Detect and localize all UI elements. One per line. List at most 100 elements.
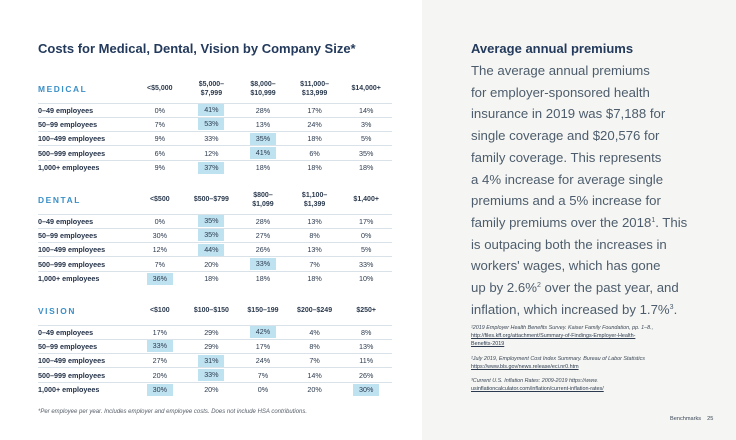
source-link[interactable]: http://files.kff.org/attachment/Summary-… bbox=[471, 333, 636, 340]
table-cell: 5% bbox=[340, 131, 392, 146]
table-cell: 13% bbox=[340, 338, 392, 354]
body-text: . This bbox=[655, 214, 688, 230]
highlighted-cell: 33% bbox=[185, 367, 238, 383]
highlighted-cell: 35% bbox=[185, 213, 238, 229]
highlighted-cell: 33% bbox=[237, 256, 289, 272]
highlighted-cell: 44% bbox=[185, 242, 238, 257]
highlighted-cell: 31% bbox=[185, 353, 238, 368]
table-header-row: VISION <$100 $100–$150 $150–199 $200–$249 $25… bbox=[38, 297, 392, 325]
table-cell: 12% bbox=[134, 242, 186, 257]
table-cell: 11% bbox=[340, 353, 392, 368]
table-cell: 24% bbox=[288, 116, 341, 132]
table-row: 100–499 employees 9% 33% 35% 18% 5% bbox=[38, 131, 392, 146]
table-cell: 12% bbox=[185, 145, 238, 161]
body-line: inflation, which increased by 1.7%3. bbox=[471, 299, 721, 321]
highlighted-value: 35% bbox=[198, 215, 225, 228]
row-label: 50–99 employees bbox=[38, 338, 134, 354]
column-header: <$500 bbox=[149, 196, 170, 204]
row-label: 100–499 employees bbox=[38, 353, 134, 368]
table-cell: 8% bbox=[288, 227, 341, 243]
body-line: is outpacing both the increases in bbox=[471, 234, 721, 256]
column-header: $1,100– $1,399 bbox=[301, 191, 328, 208]
table-cell: 10% bbox=[340, 270, 392, 286]
table-cell: 33% bbox=[340, 256, 392, 272]
row-label: 500–999 employees bbox=[38, 145, 134, 161]
table-cell: 20% bbox=[134, 367, 186, 383]
row-label: 0–49 employees bbox=[38, 102, 134, 118]
table-cell: 8% bbox=[340, 324, 392, 340]
column-header: $500–$799 bbox=[193, 196, 229, 204]
highlighted-value: 35% bbox=[249, 132, 276, 145]
source-citation: ³Current U.S. Inflation Rates: 2009-2019… bbox=[471, 377, 721, 393]
right-panel bbox=[422, 0, 736, 440]
highlighted-cell: 36% bbox=[134, 270, 186, 286]
table-cell: 7% bbox=[134, 256, 186, 272]
column-header: $14,000+ bbox=[351, 85, 381, 93]
table-row: 1,000+ employees 30% 20% 0% 20% 30% bbox=[38, 381, 392, 397]
table-cell: 9% bbox=[134, 131, 186, 146]
table-cell: 29% bbox=[185, 324, 238, 340]
table-row: 1,000+ employees 36% 18% 18% 18% 10% bbox=[38, 270, 392, 286]
column-header: <$100 bbox=[149, 307, 170, 315]
table-cell: 33% bbox=[185, 131, 238, 146]
column-header: $150–199 bbox=[247, 307, 279, 315]
highlighted-value: 33% bbox=[249, 258, 276, 271]
table-cell: 3% bbox=[340, 116, 392, 132]
table-row: 50–99 employees 7% 53% 13% 24% 3% bbox=[38, 116, 392, 132]
row-label: 50–99 employees bbox=[38, 227, 134, 243]
table-cell: 14% bbox=[288, 367, 341, 383]
table-cell: 13% bbox=[288, 213, 341, 229]
column-header: $8,000– $10,999 bbox=[250, 80, 276, 97]
table-row: 50–99 employees 30% 35% 27% 8% 0% bbox=[38, 227, 392, 243]
highlighted-value: 42% bbox=[249, 326, 276, 339]
table-cell: 18% bbox=[288, 270, 341, 286]
highlighted-cell: 33% bbox=[134, 338, 186, 354]
table-row: 500–999 employees 7% 20% 33% 7% 33% bbox=[38, 256, 392, 272]
source-link[interactable]: https://www.bls.gov/news.release/eci.nr0… bbox=[471, 364, 579, 371]
column-header: $200–$249 bbox=[297, 307, 333, 315]
footnote-marker: 3 bbox=[669, 303, 674, 311]
page-label: Benchmarks bbox=[670, 416, 702, 422]
table-cell: 0% bbox=[237, 381, 289, 397]
table-cell: 18% bbox=[185, 270, 238, 286]
column-header: $100–$150 bbox=[193, 307, 229, 315]
row-label: 100–499 employees bbox=[38, 242, 134, 257]
body-text: family premiums over the 2018 bbox=[471, 214, 652, 230]
table-cell: 20% bbox=[185, 381, 238, 397]
body-line: insurance in 2019 was $7,188 for bbox=[471, 103, 721, 125]
highlighted-cell: 30% bbox=[340, 381, 392, 397]
source-citation: ²July 2019, Employment Cost Index Summar… bbox=[471, 355, 721, 371]
table-cell: 26% bbox=[237, 242, 289, 257]
table-cell: 18% bbox=[237, 270, 289, 286]
highlighted-cell: 35% bbox=[237, 131, 289, 146]
table-cell: 24% bbox=[237, 353, 289, 368]
table-cell: 28% bbox=[237, 102, 289, 118]
table-cell: 6% bbox=[134, 145, 186, 161]
highlighted-value: 41% bbox=[198, 104, 225, 117]
table-row: 500–999 employees 6% 12% 41% 6% 35% bbox=[38, 145, 392, 161]
source-link[interactable]: Benefits-2019 bbox=[471, 341, 505, 348]
highlighted-value: 31% bbox=[198, 354, 225, 367]
column-header: $5,000– $7,999 bbox=[198, 80, 225, 97]
table-cell: 17% bbox=[237, 338, 289, 354]
body-line: single coverage and $20,576 for bbox=[471, 125, 721, 147]
table-cell: 8% bbox=[288, 338, 341, 354]
table-cell: 13% bbox=[237, 116, 289, 132]
table-cell: 7% bbox=[134, 116, 186, 132]
source-citation: ¹2019 Employer Health Benefits Survey. K… bbox=[471, 324, 721, 349]
table-cell: 17% bbox=[340, 213, 392, 229]
table-cell: 13% bbox=[288, 242, 341, 257]
table-cell: 14% bbox=[340, 102, 392, 118]
highlighted-cell: 41% bbox=[185, 102, 238, 118]
column-header: $250+ bbox=[356, 307, 376, 315]
row-label: 100–499 employees bbox=[38, 131, 134, 146]
highlighted-value: 41% bbox=[249, 147, 276, 160]
table-cell: 0% bbox=[340, 227, 392, 243]
table-row: 1,000+ employees 9% 37% 18% 18% 18% bbox=[38, 159, 392, 175]
body-line: workers' wages, which has gone bbox=[471, 255, 721, 277]
source-link[interactable]: usinflationcalculator.com/inflation/curr… bbox=[471, 386, 604, 393]
table-header-row: MEDICAL <$5,000 $5,000– $7,999 $8,000– $10,99… bbox=[38, 75, 392, 103]
table-cell: 7% bbox=[288, 353, 341, 368]
table-cell: 35% bbox=[340, 145, 392, 161]
table-cell: 20% bbox=[288, 381, 341, 397]
